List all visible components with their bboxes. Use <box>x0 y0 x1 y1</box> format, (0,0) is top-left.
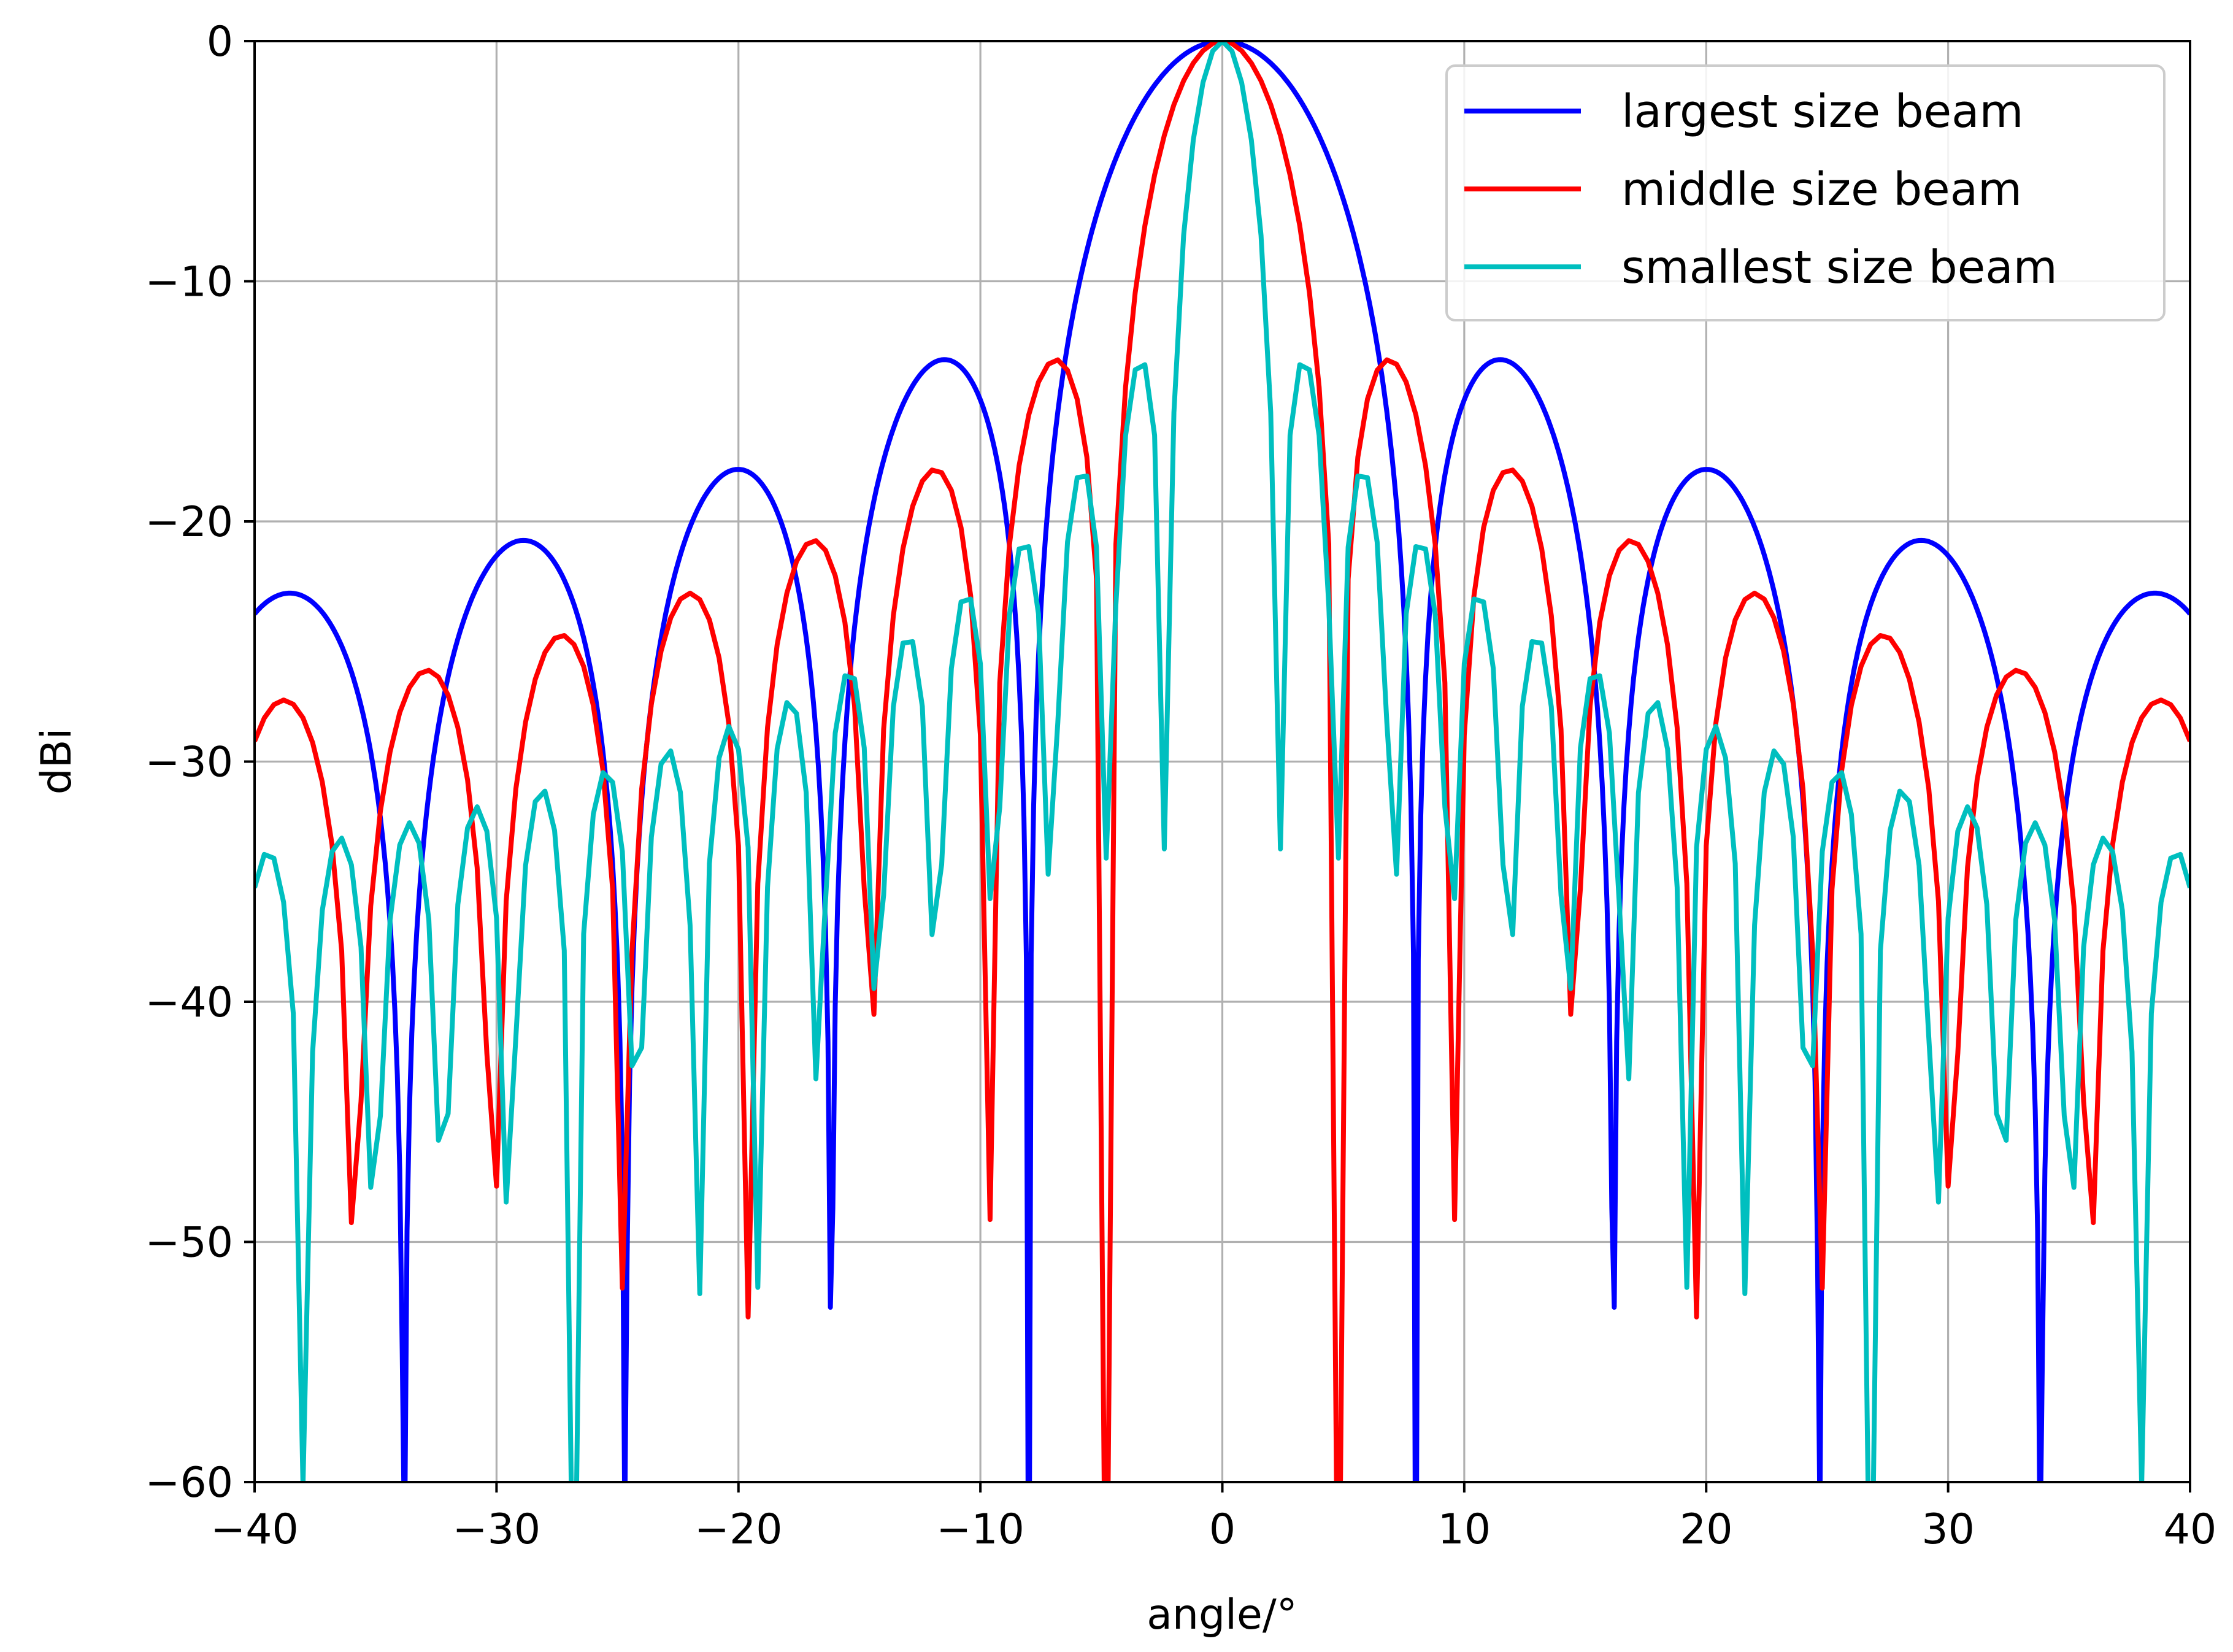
x-tick-label: 40 <box>2164 1505 2217 1554</box>
y-axis-label: dBi <box>33 728 81 795</box>
x-tick-label: −30 <box>453 1505 541 1554</box>
legend-label-1: largest size beam <box>1621 85 2024 138</box>
x-tick-label: 20 <box>1680 1505 1733 1554</box>
series-line-1 <box>255 41 2190 1482</box>
legend: largest size beam middle size beam smalles… <box>1445 64 2166 321</box>
y-tick-label: −30 <box>145 739 233 787</box>
x-tick-label: 0 <box>1209 1505 1236 1554</box>
legend-box <box>1445 64 2166 321</box>
x-tick-label: 10 <box>1438 1505 1491 1554</box>
x-tick-label: −40 <box>210 1505 299 1554</box>
y-tick-label: −40 <box>145 978 233 1027</box>
x-tick-label: 30 <box>1921 1505 1975 1554</box>
y-tick-label: −60 <box>145 1459 233 1507</box>
series-line-2 <box>255 41 2190 1482</box>
legend-label-2: middle size beam <box>1621 163 2022 216</box>
legend-label-3: smallest size beam <box>1621 241 2058 294</box>
x-tick-label: −20 <box>694 1505 783 1554</box>
y-axis: 0 −10 −20 −30 −40 −50 −60 <box>145 18 255 1507</box>
series-line-3 <box>255 41 2190 1482</box>
y-tick-label: −20 <box>145 498 233 547</box>
y-tick-label: −50 <box>145 1219 233 1267</box>
y-tick-label: −10 <box>145 258 233 307</box>
x-tick-label: −10 <box>936 1505 1024 1554</box>
x-axis: −40 −30 −20 −10 0 10 20 30 40 <box>210 1482 2216 1554</box>
x-axis-label: angle/° <box>1147 1591 1297 1639</box>
y-tick-label: 0 <box>207 18 233 66</box>
